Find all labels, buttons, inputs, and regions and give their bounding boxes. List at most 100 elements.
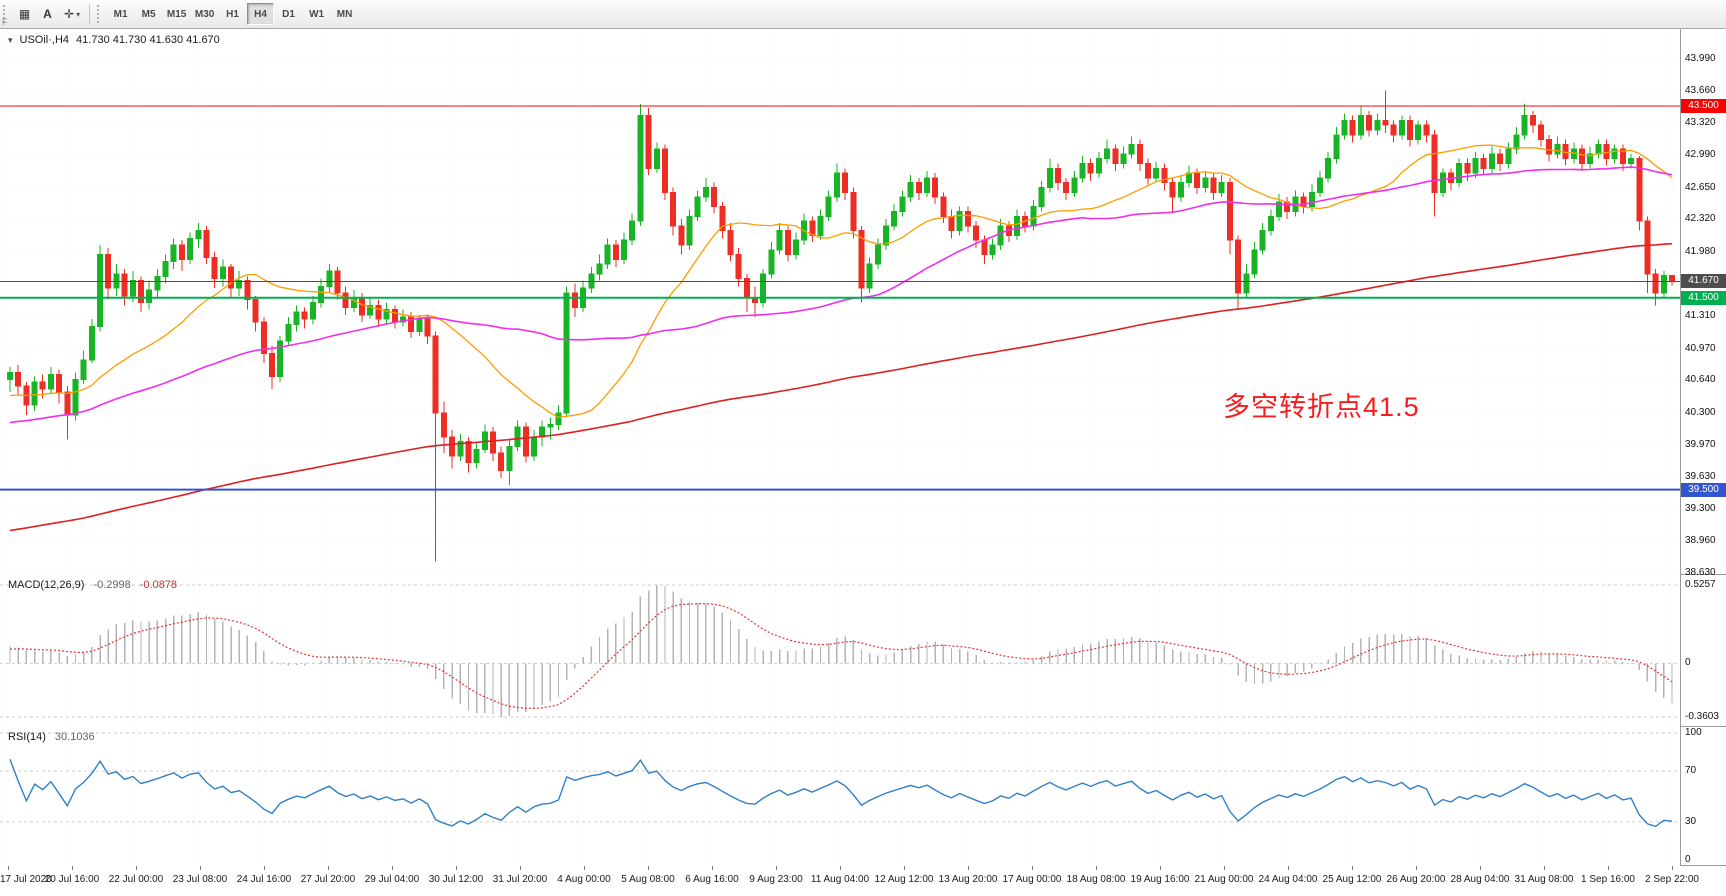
macd-axis[interactable]: 0.5257 0 -0.3603: [1680, 575, 1725, 726]
toolbar-corner-label: F: [2, 17, 8, 27]
time-axis-label: 21 Aug 00:00: [1194, 874, 1254, 885]
time-axis-tick: [1288, 866, 1289, 870]
time-axis-label: 17 Jul 2020: [0, 874, 52, 885]
macd-label: MACD(12,26,9) -0.2998 -0.0878: [8, 579, 177, 591]
toolbar-separator: [89, 4, 91, 24]
timeframe-button-M15[interactable]: M15: [163, 3, 190, 25]
main-chart-panel: 43.990 43.660 43.320 42.990 42.650 42.320 41.9…: [0, 29, 1726, 578]
time-axis-tick: [1672, 866, 1673, 870]
macd-tick-label: -0.3603: [1685, 711, 1719, 722]
crosshair-tool-button[interactable]: ✛ ▾: [59, 3, 85, 25]
main-chart-canvas[interactable]: [0, 29, 1680, 575]
vertical-grid-layer: [7, 727, 1673, 866]
time-axis-label: 20 Jul 16:00: [44, 874, 100, 885]
price-tag-43.500: 43.500: [1681, 98, 1726, 113]
price-tick-label: 43.990: [1685, 53, 1716, 64]
rsi-canvas[interactable]: [0, 727, 1680, 866]
time-axis-label: 31 Aug 08:00: [1514, 874, 1574, 885]
macd-histogram: [9, 585, 1673, 717]
vertical-grid-layer: [7, 575, 1673, 727]
price-tag-39.500: 39.500: [1681, 482, 1726, 497]
timeframe-button-M1[interactable]: M1: [107, 3, 134, 25]
time-axis-label: 17 Aug 00:00: [1002, 874, 1062, 885]
time-axis-tick: [904, 866, 905, 870]
price-tick-label: 43.660: [1685, 84, 1716, 96]
time-axis[interactable]: 17 Jul 2020 20 Jul 16:00 22 Jul 00:00 23 Ju…: [0, 866, 1726, 893]
timeframe-button-W1[interactable]: W1: [303, 3, 330, 25]
time-axis-tick: [392, 866, 393, 870]
rsi-tick-label: 30: [1685, 815, 1697, 827]
price-tick-label: 39.630: [1685, 471, 1716, 483]
horizontal-grid-layer: [0, 58, 1680, 574]
macd-signal-value: -0.0878: [139, 579, 178, 591]
price-axis[interactable]: 43.990 43.660 43.320 42.990 42.650 42.320 41.9…: [1680, 29, 1726, 578]
price-tick-label: 39.300: [1685, 502, 1716, 514]
rsi-value: 30.1036: [54, 731, 95, 743]
time-axis-label: 11 Aug 04:00: [810, 874, 870, 885]
time-axis-label: 27 Jul 20:00: [300, 874, 356, 885]
price-tick-label: 38.960: [1685, 535, 1716, 547]
price-tick-label: 42.990: [1685, 148, 1716, 160]
ohlc-values: 41.730 41.730 41.630 41.670: [76, 34, 220, 46]
time-axis-label: 22 Jul 00:00: [108, 874, 164, 885]
toolbar-grip[interactable]: [97, 5, 102, 23]
rsi-label: RSI(14) 30.1036: [8, 731, 95, 743]
time-axis-label: 29 Jul 04:00: [364, 874, 420, 885]
rsi-line: [9, 758, 1673, 828]
time-axis-label: 25 Aug 12:00: [1322, 874, 1382, 885]
timeframe-button-H4[interactable]: H4: [247, 3, 275, 25]
macd-panel: 0.5257 0 -0.3603 MACD(12,26,9) -0.2998 -0.…: [0, 575, 1726, 727]
time-axis-label: 31 Jul 20:00: [492, 874, 548, 885]
moving-averages-layer: [9, 144, 1673, 532]
time-axis-tick: [1480, 866, 1481, 870]
time-axis-tick: [776, 866, 777, 870]
timeframe-button-M5[interactable]: M5: [135, 3, 162, 25]
collapse-arrow-icon[interactable]: ▾: [8, 34, 13, 45]
time-axis-label: 26 Aug 20:00: [1386, 874, 1446, 885]
price-tick-label: 38.630: [1685, 567, 1716, 578]
ma-mid-magenta: [9, 166, 1673, 424]
time-axis-tick: [136, 866, 137, 870]
time-axis-label: 23 Jul 08:00: [172, 874, 228, 885]
ma-fast-orange: [9, 144, 1673, 419]
time-axis-label: 24 Aug 04:00: [1258, 874, 1318, 885]
macd-tick-label: 0: [1685, 657, 1691, 669]
time-axis-label: 13 Aug 20:00: [938, 874, 998, 885]
time-axis-label: 18 Aug 08:00: [1066, 874, 1126, 885]
time-axis-label: 24 Jul 16:00: [236, 874, 292, 885]
time-axis-tick: [1032, 866, 1033, 870]
timeframe-button-M30[interactable]: M30: [191, 3, 218, 25]
chart-grid-button[interactable]: ▦: [13, 3, 36, 25]
text-tool-button[interactable]: A: [36, 3, 59, 25]
price-tick-label: 43.320: [1685, 117, 1716, 129]
time-axis-tick: [8, 866, 9, 870]
time-axis-tick: [1096, 866, 1097, 870]
timeframe-button-MN[interactable]: MN: [331, 3, 358, 25]
price-tick-label: 40.300: [1685, 406, 1716, 418]
time-axis-label: 1 Sep 16:00: [1581, 874, 1635, 885]
macd-canvas[interactable]: [0, 575, 1680, 727]
rsi-tick-label: 0: [1685, 854, 1691, 865]
rsi-axis[interactable]: 100 70 30 0: [1680, 727, 1725, 865]
crosshair-icon: ✛: [64, 7, 75, 21]
symbol-ohlc-label: ▾ USOil·,H4 41.730 41.730 41.630 41.670: [8, 34, 220, 46]
price-tag-41.670: 41.670: [1681, 274, 1726, 289]
price-tick-label: 40.640: [1685, 374, 1716, 386]
toolbar-grip[interactable]: [3, 5, 8, 23]
timeframe-button-D1[interactable]: D1: [275, 3, 302, 25]
time-axis-label: 30 Jul 12:00: [428, 874, 484, 885]
macd-name: MACD(12,26,9): [8, 579, 85, 591]
price-tick-label: 42.650: [1685, 181, 1716, 193]
price-tag-41.500: 41.500: [1681, 290, 1726, 305]
price-tick-label: 41.310: [1685, 310, 1716, 321]
ma-slow-red: [9, 242, 1673, 532]
time-axis-tick: [1544, 866, 1545, 870]
macd-main-value: -0.2998: [93, 579, 131, 591]
rsi-tick-label: 70: [1685, 765, 1697, 777]
time-axis-label: 5 Aug 08:00: [621, 874, 675, 885]
price-tick-label: 40.970: [1685, 342, 1716, 354]
chart-annotation-text[interactable]: 多空转折点41.5: [1223, 392, 1420, 423]
timeframe-button-H1[interactable]: H1: [219, 3, 246, 25]
time-axis-label: 19 Aug 16:00: [1130, 874, 1190, 885]
